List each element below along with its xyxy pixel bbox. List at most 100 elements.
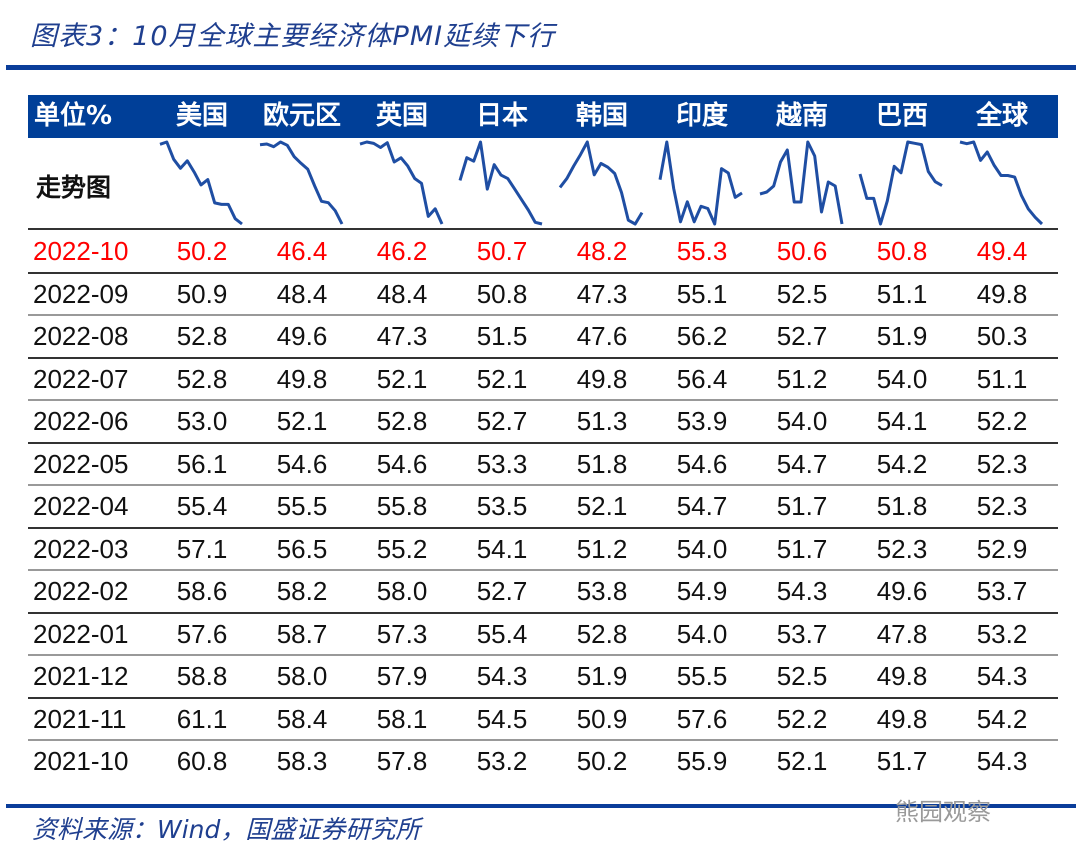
- pmi-value: 56.1: [176, 448, 228, 479]
- pmi-value: 52.3: [976, 491, 1028, 521]
- column-header: 越南: [775, 101, 828, 131]
- sparkline-3: [458, 140, 543, 226]
- pmi-value: 57.6: [176, 618, 228, 649]
- pmi-value: 58.3: [276, 746, 328, 776]
- pmi-value: 50.8: [876, 236, 928, 266]
- table-row: 2021-11 61.1 58.4 58.1 54.5 50.9 57.6 52.2 49.8 5…: [28, 698, 1058, 741]
- pmi-value: 52.3: [876, 533, 928, 564]
- column-header: 日本: [475, 101, 528, 131]
- pmi-value: 53.0: [176, 406, 228, 436]
- pmi-value: 54.0: [776, 406, 828, 436]
- row-date: 2022-07: [33, 363, 129, 394]
- pmi-value: 55.8: [376, 491, 428, 521]
- pmi-value: 54.0: [676, 533, 728, 564]
- pmi-value: 48.2: [576, 236, 628, 266]
- pmi-value: 52.7: [776, 321, 828, 351]
- pmi-value: 49.6: [276, 321, 328, 351]
- pmi-value: 52.5: [776, 278, 828, 309]
- pmi-value: 50.8: [476, 278, 528, 309]
- pmi-value: 52.8: [176, 363, 228, 394]
- pmi-value: 54.5: [476, 703, 528, 734]
- pmi-value: 57.1: [176, 533, 228, 564]
- figure-title: 图表3：10月全球主要经济体PMI延续下行: [30, 21, 556, 52]
- sparkline-1: [259, 140, 344, 225]
- top-rule: [6, 65, 1076, 70]
- sparkline-0: [159, 140, 243, 226]
- pmi-value: 46.2: [376, 236, 428, 266]
- sparkline-4: [558, 140, 644, 226]
- column-header: 全球: [975, 101, 1028, 131]
- pmi-value: 55.3: [676, 236, 728, 266]
- pmi-value: 47.3: [576, 278, 628, 309]
- pmi-value: 52.7: [476, 576, 528, 606]
- row-date: 2022-06: [33, 406, 129, 436]
- pmi-value: 52.2: [976, 406, 1028, 436]
- pmi-value: 58.0: [276, 661, 328, 691]
- pmi-value: 54.2: [876, 448, 928, 479]
- row-date: 2022-10: [33, 236, 129, 266]
- table-row: 2022-06 53.0 52.1 52.8 52.7 51.3 53.9 54.0 54.1 5…: [28, 400, 1058, 443]
- pmi-value: 54.1: [476, 533, 528, 564]
- pmi-value: 58.0: [376, 576, 428, 606]
- pmi-value: 51.2: [576, 533, 628, 564]
- pmi-value: 52.8: [376, 406, 428, 436]
- column-header: 印度: [675, 101, 728, 131]
- pmi-value: 51.7: [776, 533, 828, 564]
- pmi-value: 51.7: [876, 746, 928, 776]
- pmi-value: 55.5: [676, 661, 728, 691]
- pmi-value: 53.7: [976, 576, 1028, 606]
- pmi-value: 47.3: [376, 321, 428, 351]
- table-header: 单位% 美国 欧元区 英国 日本 韩国 印度 越南 巴西 全球: [28, 95, 1058, 138]
- pmi-value: 54.0: [876, 363, 928, 394]
- pmi-value: 54.6: [676, 448, 728, 479]
- pmi-value: 50.9: [576, 703, 628, 734]
- pmi-value: 58.1: [376, 703, 428, 734]
- row-date: 2022-09: [33, 278, 129, 309]
- pmi-value: 54.3: [776, 576, 828, 606]
- column-header: 美国: [175, 101, 228, 131]
- pmi-value: 55.4: [476, 618, 528, 649]
- sparkline-6: [759, 140, 844, 225]
- pmi-value: 52.1: [376, 363, 428, 394]
- column-header: 韩国: [575, 101, 628, 131]
- pmi-value: 54.3: [976, 661, 1028, 691]
- table-row: 2021-10 60.8 58.3 57.8 53.2 50.2 55.9 52.1 51.7 5…: [28, 740, 1058, 783]
- pmi-value: 50.6: [776, 236, 828, 266]
- row-date: 2022-04: [33, 491, 129, 521]
- pmi-value: 52.9: [976, 533, 1028, 564]
- pmi-value: 52.7: [476, 406, 528, 436]
- row-date: 2022-02: [33, 576, 129, 606]
- column-header: 英国: [375, 101, 428, 131]
- pmi-value: 54.2: [976, 703, 1028, 734]
- pmi-value: 46.4: [276, 236, 328, 266]
- row-date: 2021-10: [33, 746, 129, 776]
- row-divider: [28, 739, 1058, 741]
- unit-label: 单位%: [34, 101, 113, 131]
- sparkline-5: [658, 140, 743, 226]
- row-date: 2021-12: [33, 661, 129, 691]
- sparkline-8: [959, 140, 1044, 226]
- pmi-value: 52.8: [576, 618, 628, 649]
- pmi-value: 52.1: [576, 491, 628, 521]
- pmi-value: 58.7: [276, 618, 328, 649]
- pmi-value: 51.1: [876, 278, 928, 309]
- table-row: 2022-07 52.8 49.8 52.1 52.1 49.8 56.4 51.2 54.0 5…: [28, 358, 1058, 401]
- pmi-value: 50.2: [176, 236, 228, 266]
- pmi-value: 54.3: [476, 661, 528, 691]
- pmi-value: 50.7: [476, 236, 528, 266]
- pmi-value: 53.8: [576, 576, 628, 606]
- pmi-value: 56.5: [276, 533, 328, 564]
- pmi-value: 52.2: [776, 703, 828, 734]
- pmi-value: 48.4: [376, 278, 428, 309]
- row-date: 2022-01: [33, 618, 129, 649]
- row-divider: [28, 611, 1058, 614]
- pmi-value: 52.5: [776, 661, 828, 691]
- watermark-logo: 熊园观察: [895, 798, 991, 826]
- table-row: 2022-08 52.8 49.6 47.3 51.5 47.6 56.2 52.7 51.9 5…: [28, 315, 1058, 358]
- pmi-value: 55.1: [676, 278, 728, 309]
- pmi-value: 57.3: [376, 618, 428, 649]
- row-divider: [28, 228, 1058, 230]
- pmi-value: 51.1: [976, 363, 1028, 394]
- pmi-value: 53.2: [476, 746, 528, 776]
- pmi-value: 58.8: [176, 661, 228, 691]
